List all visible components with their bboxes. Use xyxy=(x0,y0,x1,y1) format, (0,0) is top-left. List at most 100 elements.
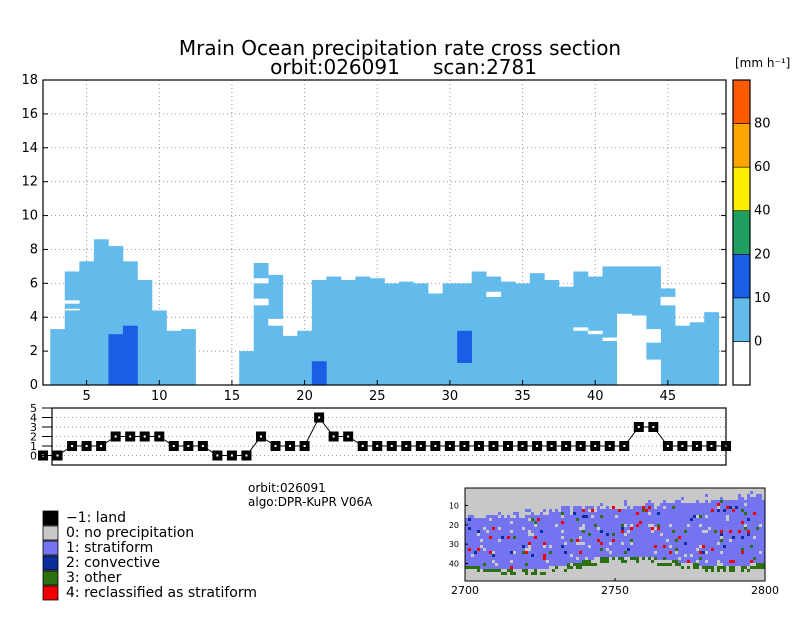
map-cell xyxy=(612,533,615,536)
map-cell xyxy=(648,527,651,530)
map-cell xyxy=(516,536,519,539)
map-cell xyxy=(648,557,651,560)
x-tick-label: 40 xyxy=(587,389,604,404)
map-cell xyxy=(504,572,507,575)
map-cell xyxy=(591,530,594,533)
map-cell xyxy=(678,506,681,509)
map-cell xyxy=(708,542,711,545)
map-cell xyxy=(531,530,534,533)
colorbar-tick-label: 40 xyxy=(754,204,771,219)
map-cell xyxy=(474,524,477,527)
map-cell xyxy=(612,506,615,509)
map-cell xyxy=(633,533,636,536)
map-cell xyxy=(705,539,708,542)
map-cell xyxy=(498,554,501,557)
map-cell xyxy=(669,539,672,542)
map-cell xyxy=(636,560,639,563)
map-cell xyxy=(576,530,579,533)
map-cell xyxy=(474,560,477,563)
map-cell xyxy=(711,560,714,563)
map-cell xyxy=(711,512,714,515)
map-cell xyxy=(729,560,732,563)
map-cell xyxy=(570,542,573,545)
map-cell xyxy=(738,530,741,533)
convective-cells xyxy=(108,325,472,385)
map-cell xyxy=(684,548,687,551)
map-cell xyxy=(486,533,489,536)
precip-column xyxy=(500,281,516,385)
map-cell xyxy=(483,542,486,545)
map-cell xyxy=(510,527,513,530)
precip-column xyxy=(239,351,255,385)
map-cell xyxy=(531,527,534,530)
map-cell xyxy=(534,557,537,560)
map-cell xyxy=(729,506,732,509)
map-cell xyxy=(624,521,627,524)
map-cell xyxy=(558,512,561,515)
map-cell xyxy=(513,542,516,545)
map-cell xyxy=(657,533,660,536)
cross-section-grid xyxy=(43,80,726,385)
map-cell xyxy=(756,527,759,530)
map-cell xyxy=(750,539,753,542)
map-cell xyxy=(582,530,585,533)
map-cell xyxy=(660,563,663,566)
map-cell xyxy=(555,557,558,560)
map-cell xyxy=(570,566,573,569)
map-cell xyxy=(633,536,636,539)
map-cell xyxy=(693,533,696,536)
map-cell xyxy=(645,521,648,524)
map-cell xyxy=(744,506,747,509)
map-cell xyxy=(609,527,612,530)
map-cell xyxy=(720,530,723,533)
strip-marker-dot xyxy=(332,435,335,438)
map-cell xyxy=(651,515,654,518)
map-cell xyxy=(573,542,576,545)
map-cell xyxy=(591,527,594,530)
map-cell xyxy=(561,548,564,551)
map-cell xyxy=(483,524,486,527)
map-cell xyxy=(546,515,549,518)
map-cell xyxy=(687,518,690,521)
map-cell xyxy=(720,542,723,545)
map-cell xyxy=(546,518,549,521)
map-cell xyxy=(531,515,534,518)
map-cell xyxy=(735,512,738,515)
map-cell xyxy=(534,563,537,566)
map-cell xyxy=(747,542,750,545)
map-cell xyxy=(465,545,468,548)
map-cell xyxy=(732,536,735,539)
map-cell xyxy=(696,560,699,563)
map-cell xyxy=(492,548,495,551)
map-cell xyxy=(468,545,471,548)
map-cell xyxy=(528,545,531,548)
map-cell xyxy=(702,557,705,560)
map-cell xyxy=(546,554,549,557)
map-cell xyxy=(714,512,717,515)
map-cell xyxy=(630,512,633,515)
map-cell xyxy=(741,515,744,518)
map-cell xyxy=(756,539,759,542)
map-cell xyxy=(756,551,759,554)
map-cell xyxy=(666,503,669,506)
map-cell xyxy=(624,548,627,551)
map-cell xyxy=(687,530,690,533)
map-cell xyxy=(702,521,705,524)
map-cell xyxy=(519,566,522,569)
map-cell xyxy=(753,557,756,560)
map-cell xyxy=(633,530,636,533)
map-cell xyxy=(540,554,543,557)
map-cell xyxy=(465,566,468,569)
map-cell xyxy=(693,518,696,521)
map-cell xyxy=(495,542,498,545)
map-cell xyxy=(579,512,582,515)
map-cell xyxy=(546,521,549,524)
map-cell xyxy=(480,530,483,533)
map-cell xyxy=(759,557,762,560)
map-cell xyxy=(732,569,735,572)
precip-gap xyxy=(64,308,80,311)
precip-column xyxy=(50,329,66,385)
map-cell xyxy=(738,545,741,548)
map-cell xyxy=(672,521,675,524)
